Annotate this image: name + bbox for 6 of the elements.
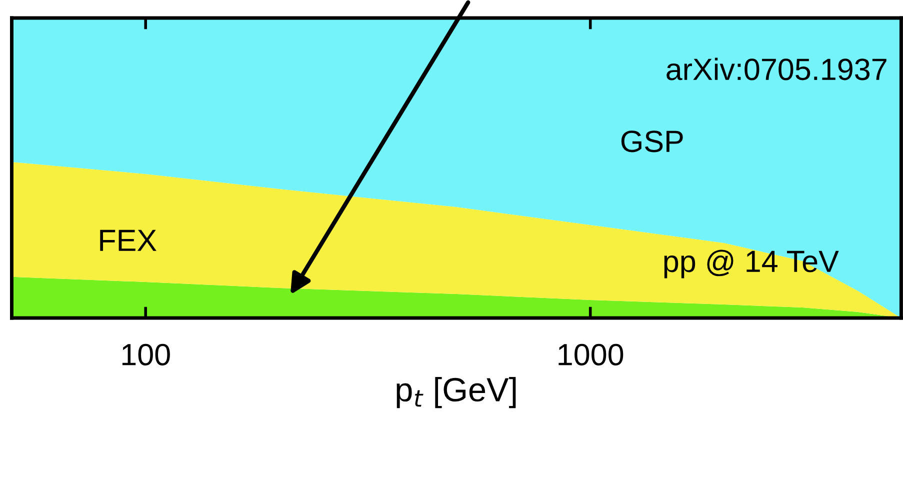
series-label: GSP [621, 130, 683, 152]
x-tick-label: 1000 [558, 344, 624, 366]
x-axis-title: p$_{t}$ [GeV] [396, 377, 516, 408]
series-label: FEX [100, 230, 156, 251]
x-tick-label: 100 [122, 344, 170, 366]
annotation: arXiv:0705.1937 [666, 58, 886, 80]
